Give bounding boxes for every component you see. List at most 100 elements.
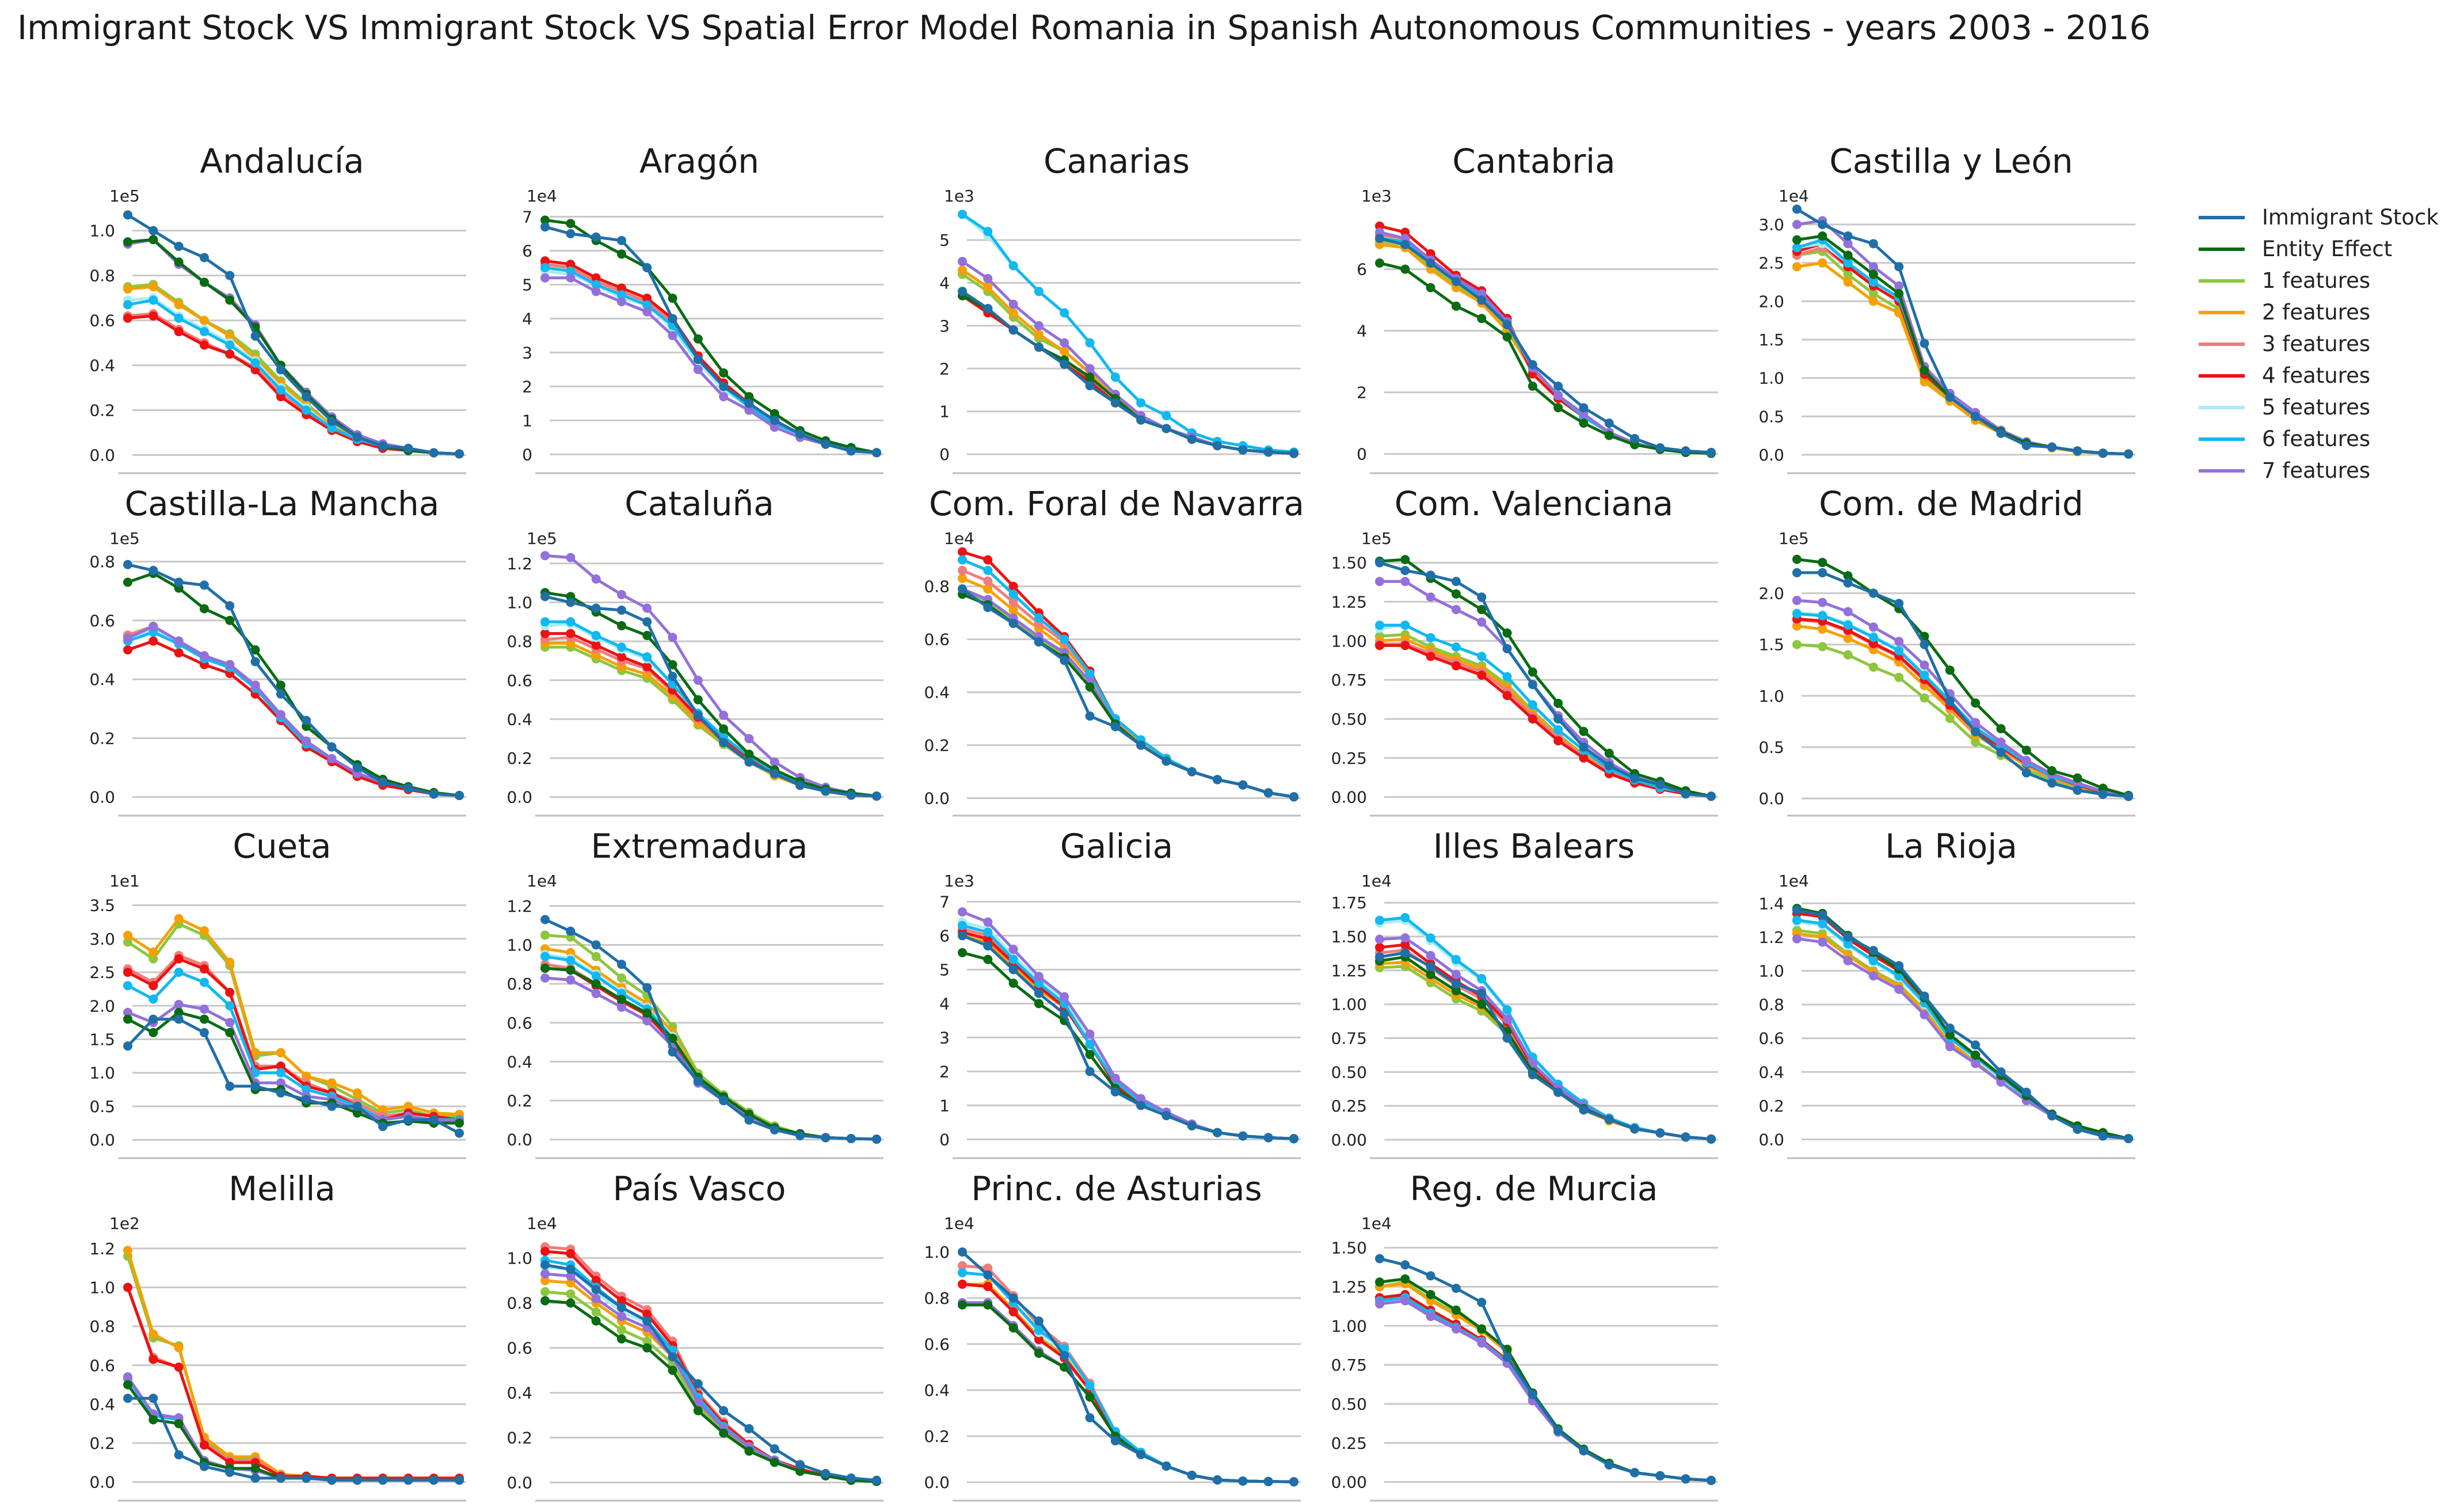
subplot-title: Cueta (233, 827, 331, 866)
data-point (540, 629, 550, 638)
tick-label: 0.0 (1758, 1130, 1784, 1149)
data-point (642, 294, 652, 303)
data-point (540, 256, 550, 266)
data-point (744, 405, 754, 415)
data-point (2021, 768, 2031, 778)
legend-label: 5 features (2262, 395, 2371, 420)
data-point (1818, 220, 1827, 229)
tick-label: 2 (939, 1062, 950, 1081)
data-point (1528, 1390, 1537, 1399)
data-point (693, 1406, 703, 1415)
tick-label: 0.25 (1331, 1097, 1367, 1116)
data-point (1843, 956, 1853, 965)
data-point (1400, 940, 1410, 950)
data-point (1477, 1338, 1487, 1348)
data-point (148, 226, 158, 235)
tick-label: 2 (522, 377, 532, 396)
subplot: Melilla 1e2 0.0 0.2 0.4 0.6 0.8 1.0 1.2 (89, 1169, 466, 1502)
data-point (566, 956, 576, 965)
data-point (1375, 621, 1384, 630)
data-point (744, 1446, 754, 1456)
data-point (770, 416, 779, 425)
data-point (1085, 1029, 1095, 1039)
data-point (540, 1276, 550, 1285)
data-point (378, 778, 388, 787)
data-point (123, 937, 132, 947)
legend-swatch (2199, 279, 2245, 283)
subplot-title: Com. de Madrid (1819, 484, 2083, 523)
tick-label: 1.0 (1758, 369, 1784, 388)
data-point (1451, 642, 1461, 652)
data-point (352, 1475, 362, 1485)
data-point (174, 1007, 184, 1017)
data-point (1553, 698, 1563, 708)
tick-label: 0.0 (924, 1473, 950, 1492)
data-point (770, 769, 779, 779)
data-point (174, 954, 184, 964)
tick-label: 0.6 (924, 1335, 950, 1354)
data-point (1477, 974, 1487, 983)
data-point (1008, 299, 1018, 309)
data-point (983, 941, 993, 951)
data-point (378, 441, 388, 451)
data-point (1579, 742, 1589, 752)
data-point (2047, 442, 2057, 452)
series-line (1379, 1293, 1712, 1482)
data-point (1375, 234, 1384, 243)
data-point (1263, 1476, 1273, 1486)
data-point (566, 553, 576, 562)
data-point (123, 968, 132, 977)
data-point (302, 1071, 311, 1081)
tick-label: 0.2 (924, 736, 950, 755)
data-point (719, 724, 729, 734)
axis-exponent: 1e4 (527, 1214, 557, 1233)
data-point (1451, 955, 1461, 965)
data-point (1681, 446, 1690, 456)
data-point (540, 973, 550, 983)
data-point (1008, 619, 1018, 628)
legend-label: 4 features (2262, 363, 2371, 388)
data-point (1971, 698, 1981, 708)
data-point (1604, 418, 1614, 428)
data-point (1477, 670, 1487, 680)
tick-label: 0.0 (506, 788, 532, 807)
data-point (123, 313, 132, 323)
data-point (1426, 951, 1435, 960)
data-point (1289, 1134, 1298, 1144)
series-line (544, 1299, 877, 1483)
data-point (199, 964, 209, 974)
data-point (958, 287, 967, 296)
data-point (1655, 443, 1665, 452)
axis-exponent: 1e4 (944, 529, 974, 548)
data-point (225, 295, 235, 305)
tick-label: 1.4 (1758, 894, 1784, 913)
data-point (1945, 665, 1955, 675)
data-point (591, 1285, 601, 1295)
data-point (668, 633, 677, 642)
data-point (429, 1115, 439, 1125)
data-point (1187, 767, 1197, 777)
data-point (276, 1068, 285, 1078)
data-point (1604, 748, 1614, 758)
data-point (795, 781, 805, 790)
data-point (566, 617, 576, 627)
tick-label: 0.75 (1331, 671, 1367, 690)
data-point (1238, 445, 1248, 455)
legend-swatch (2199, 310, 2245, 314)
tick-label: 1 (522, 411, 532, 430)
data-point (123, 1246, 132, 1255)
data-point (2124, 1134, 2133, 1144)
data-point (770, 1125, 779, 1135)
data-point (199, 1014, 209, 1024)
data-point (540, 273, 550, 283)
tick-label: 0.00 (1331, 788, 1367, 807)
data-point (1289, 792, 1298, 802)
data-point (1792, 554, 1802, 564)
data-point (1971, 718, 1981, 728)
data-point (668, 1352, 677, 1362)
data-point (821, 439, 831, 449)
data-point (1843, 277, 1853, 287)
axis-exponent: 1e4 (944, 1214, 974, 1233)
series-line (1379, 961, 1712, 1141)
data-point (225, 340, 235, 350)
